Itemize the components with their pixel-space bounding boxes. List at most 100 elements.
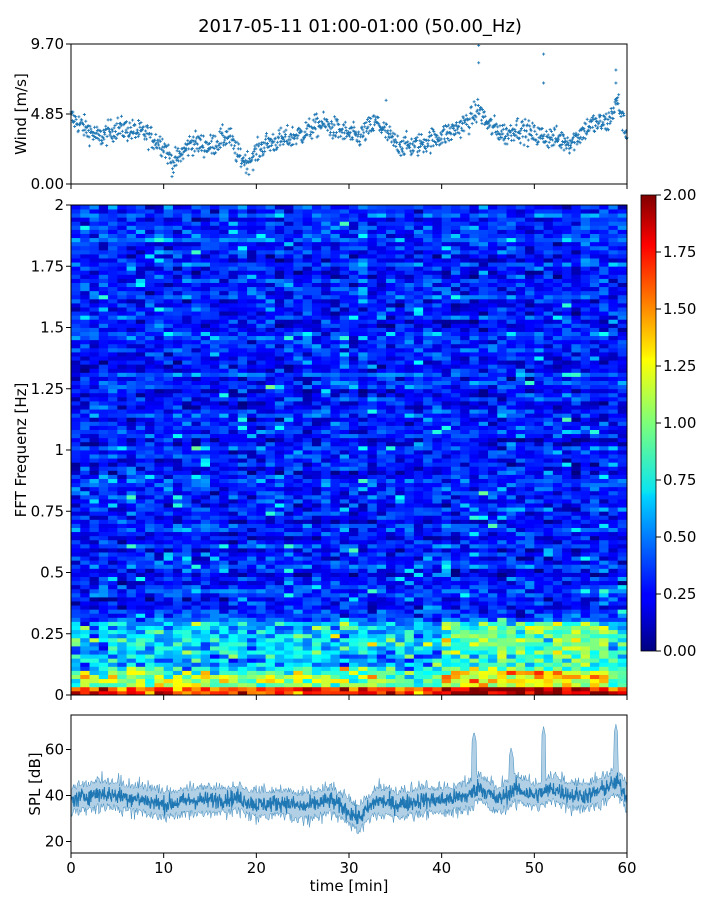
spectrogram-cell: [237, 229, 248, 234]
spectrogram-cell: [395, 221, 405, 226]
spectrogram-cell: [330, 421, 341, 426]
spectrogram-cell: [228, 646, 239, 651]
spectrogram-cell: [321, 560, 331, 565]
spectrogram-cell: [339, 637, 350, 643]
spectrogram-cell: [274, 229, 285, 234]
spectrogram-cell: [423, 519, 433, 524]
spectrogram-cell: [293, 621, 304, 626]
spectrogram-cell: [413, 535, 424, 541]
spectrogram-cell: [404, 360, 415, 365]
spectrogram-cell: [441, 535, 452, 541]
spectrogram-cell: [302, 674, 313, 680]
spectrogram-cell: [302, 307, 313, 312]
spectrogram-cell: [256, 543, 266, 549]
spectrogram-cell: [413, 466, 424, 471]
spectrogram-cell: [163, 576, 174, 582]
spectrogram-cell: [302, 613, 313, 618]
spectrogram-cell: [172, 286, 183, 292]
spectrogram-cell: [284, 384, 294, 390]
spectrogram-cell: [172, 347, 183, 353]
spectrogram-cell: [98, 347, 109, 353]
spectrogram-cell: [293, 666, 304, 671]
spectrogram-cell: [80, 266, 90, 271]
spectrogram-cell: [386, 543, 396, 549]
spectrogram-cell: [89, 360, 100, 365]
spectrogram-cell: [413, 262, 424, 267]
spectrogram-cell: [80, 396, 90, 402]
spectrogram-cell: [349, 217, 359, 222]
spectrogram-cell: [284, 637, 294, 643]
spectrogram-cell: [386, 217, 396, 222]
spectrogram-cell: [293, 343, 304, 349]
spectrogram-cell: [126, 617, 137, 622]
spectrogram-cell: [237, 380, 248, 386]
spectrogram-cell: [80, 229, 90, 234]
spectrogram-cell: [247, 233, 257, 239]
spectrogram-cell: [395, 503, 405, 508]
spectrogram-cell: [135, 572, 146, 577]
spectrogram-cell: [191, 392, 202, 398]
spectrogram-cell: [135, 609, 146, 614]
spectrogram-cell: [182, 376, 192, 381]
spectrogram-cell: [256, 307, 266, 312]
spectrogram-cell: [200, 286, 211, 292]
spectrogram-cell: [210, 229, 220, 234]
spectrogram-cell: [311, 241, 322, 247]
spectrogram-cell: [386, 278, 396, 283]
spectrogram-cell: [71, 552, 81, 557]
spectrogram-cell: [293, 331, 304, 337]
spectrogram-cell: [302, 380, 313, 386]
spectrogram-cell: [210, 682, 220, 688]
spectrogram-cell: [256, 274, 266, 279]
spectrogram-cell: [98, 380, 109, 386]
spectrogram-cell: [247, 335, 257, 341]
spectrogram-cell: [182, 511, 192, 516]
spectrogram-cell: [247, 450, 257, 455]
spectrogram-cell: [349, 629, 359, 635]
spectrogram-cell: [71, 503, 81, 508]
spectrogram-cell: [423, 552, 433, 557]
spectrogram-cell: [432, 298, 443, 304]
spectrogram-cell: [71, 270, 81, 275]
spectrogram-cell: [135, 282, 146, 288]
spectrogram-cell: [311, 478, 322, 484]
spectrogram-cell: [339, 466, 350, 471]
spectrogram-cell: [135, 303, 146, 308]
spectrogram-cell: [154, 225, 165, 230]
spectrogram-cell: [265, 601, 276, 606]
spectrogram-cell: [237, 339, 248, 345]
spectrogram-cell: [247, 282, 257, 288]
spectrogram-cell: [395, 360, 405, 365]
spectrogram-cell: [358, 658, 368, 663]
spectrogram-cell: [376, 674, 387, 680]
spectrogram-cell: [441, 445, 452, 451]
spectrogram-cell: [339, 347, 350, 353]
spectrogram-cell: [386, 470, 396, 475]
spectrogram-cell: [200, 646, 211, 651]
spectrogram-cell: [89, 417, 100, 422]
spectrogram-cell: [367, 490, 378, 496]
spectrogram-cell: [256, 580, 266, 586]
spectrogram-cell: [182, 364, 192, 369]
spectrogram-cell: [219, 654, 229, 659]
spectrogram-cell: [339, 564, 350, 569]
spectrogram-cell: [154, 262, 165, 267]
spectrogram-cell: [413, 266, 424, 271]
spectrogram-cell: [126, 286, 137, 292]
spectrogram-cell: [172, 388, 183, 394]
spectrogram-cell: [135, 482, 146, 488]
spectrogram-cell: [376, 686, 387, 692]
spectrogram-cell: [145, 262, 155, 267]
spectrogram-cell: [182, 474, 192, 479]
spectrogram-cell: [154, 343, 165, 349]
spectrogram-cell: [367, 417, 378, 422]
spectrogram-cell: [135, 311, 146, 316]
spectrogram-cell: [228, 237, 239, 243]
spectrogram-cell: [423, 454, 433, 459]
spectrogram-cell: [228, 625, 239, 631]
spectrogram-cell: [126, 658, 137, 663]
spectrogram-cell: [228, 356, 239, 361]
spectrogram-cell: [330, 286, 341, 292]
spectrogram-cell: [237, 401, 248, 406]
